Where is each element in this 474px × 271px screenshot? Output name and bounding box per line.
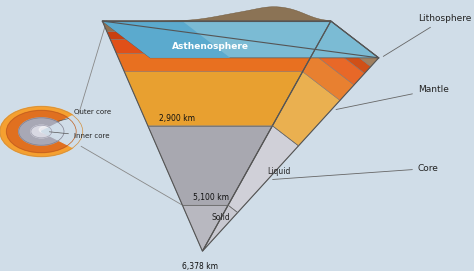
Polygon shape bbox=[313, 40, 365, 85]
Text: Liquid: Liquid bbox=[267, 167, 291, 176]
Wedge shape bbox=[41, 114, 87, 149]
Polygon shape bbox=[124, 72, 302, 126]
Circle shape bbox=[18, 118, 64, 145]
Text: Lithosphere: Lithosphere bbox=[383, 14, 471, 56]
Polygon shape bbox=[148, 126, 273, 205]
Polygon shape bbox=[182, 205, 228, 251]
Circle shape bbox=[7, 111, 76, 153]
Polygon shape bbox=[102, 7, 331, 21]
Circle shape bbox=[39, 127, 50, 133]
Polygon shape bbox=[107, 31, 325, 40]
Polygon shape bbox=[320, 31, 371, 73]
Text: Solid: Solid bbox=[212, 213, 231, 222]
Polygon shape bbox=[102, 21, 379, 58]
Polygon shape bbox=[102, 21, 331, 31]
Text: Mantle: Mantle bbox=[336, 85, 449, 109]
Text: Inner core: Inner core bbox=[49, 132, 109, 139]
Text: 5,100 km: 5,100 km bbox=[193, 193, 229, 202]
Circle shape bbox=[31, 125, 52, 138]
Polygon shape bbox=[302, 53, 354, 100]
Text: Asthenosphere: Asthenosphere bbox=[172, 42, 249, 51]
Text: 2,900 km: 2,900 km bbox=[159, 114, 195, 122]
Polygon shape bbox=[110, 40, 320, 53]
Text: Outer core: Outer core bbox=[58, 109, 111, 121]
Polygon shape bbox=[202, 205, 237, 251]
Polygon shape bbox=[116, 53, 313, 72]
Polygon shape bbox=[102, 21, 230, 58]
Polygon shape bbox=[273, 72, 340, 146]
Polygon shape bbox=[325, 21, 379, 67]
Polygon shape bbox=[228, 126, 299, 212]
Text: 6,378 km: 6,378 km bbox=[182, 262, 218, 271]
Text: Core: Core bbox=[273, 164, 439, 179]
Circle shape bbox=[0, 107, 82, 157]
